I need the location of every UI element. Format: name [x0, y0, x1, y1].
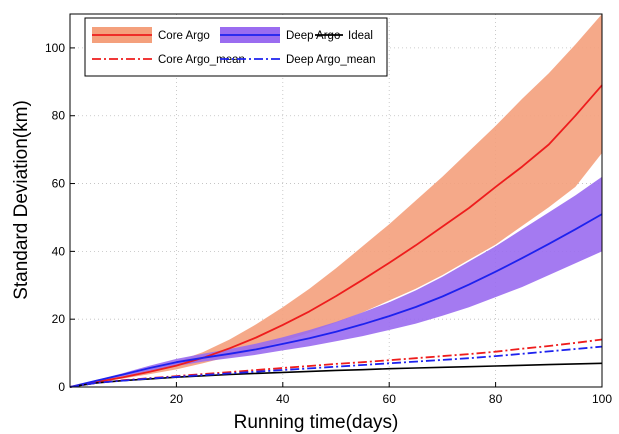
y-tick-label: 0 [58, 380, 65, 394]
legend-box [84, 17, 388, 77]
x-axis-label: Running time(days) [234, 412, 399, 433]
legend: Core Argo Deep Argo Ideal Core Argo_mean Dee… [84, 17, 388, 77]
series-line-core-argo [69, 84, 603, 388]
x-tick-label: 40 [276, 392, 290, 406]
y-tick-label: 20 [52, 312, 66, 326]
series-line-deep-argo-mean [69, 345, 603, 388]
legend-label: Core Argo [158, 30, 210, 42]
x-tick-label: 80 [489, 392, 503, 406]
y-tick-label: 100 [45, 41, 65, 55]
band-deep-argo [70, 176, 602, 387]
series-lines [69, 84, 603, 388]
y-tick-label: 40 [52, 244, 66, 258]
y-axis-label: Standard Deviation(km) [11, 100, 32, 300]
x-tick-label: 100 [592, 392, 612, 406]
band-core-argo [70, 14, 602, 387]
x-tick-label: 20 [170, 392, 184, 406]
uncertainty-bands [70, 14, 602, 387]
x-axis-ticks: 20 40 60 80 100 [170, 382, 612, 406]
x-tick-label: 60 [383, 392, 397, 406]
y-tick-label: 80 [52, 109, 66, 123]
legend-label: Deep Argo_mean [286, 54, 376, 66]
y-axis-ticks: 0 20 40 60 80 100 [45, 41, 75, 394]
y-tick-label: 60 [52, 177, 66, 191]
plot-frame [69, 13, 603, 388]
series-line-deep-argo [69, 213, 603, 388]
legend-label: Ideal [348, 30, 373, 42]
legend-label: Deep Argo [286, 30, 340, 42]
legend-label: Core Argo_mean [158, 54, 245, 66]
